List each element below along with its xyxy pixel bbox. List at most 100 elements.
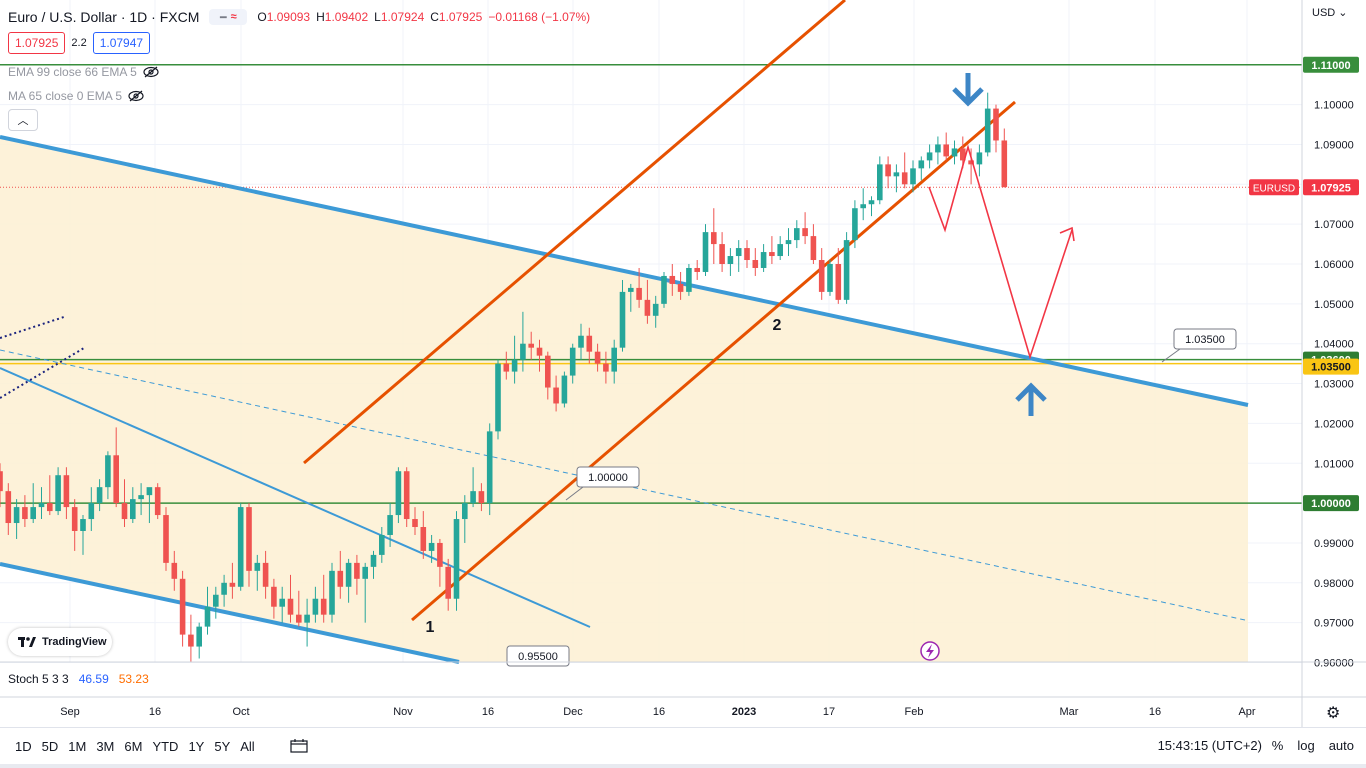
eye-hidden-icon[interactable] [143, 66, 159, 78]
spread-value: 2.2 [71, 37, 87, 49]
candle-body [80, 519, 86, 531]
range-button-1y[interactable]: 1Y [188, 738, 205, 754]
stoch-legend[interactable]: Stoch 5 3 3 46.59 53.23 [8, 672, 149, 686]
candle-body [213, 594, 219, 607]
candle [744, 240, 750, 268]
ema-indicator-row[interactable]: EMA 99 close 66 EMA 5 [8, 65, 159, 79]
stoch-d-value: 53.23 [118, 672, 149, 686]
range-button-ytd[interactable]: YTD [152, 738, 179, 754]
candle-body [835, 264, 842, 300]
time-tick-label: 16 [1149, 706, 1161, 718]
range-button-5y[interactable]: 5Y [214, 738, 231, 754]
candle [536, 339, 543, 372]
candle-body [130, 499, 136, 520]
range-button-3m[interactable]: 3M [96, 738, 115, 754]
candle [271, 578, 277, 619]
candle [22, 495, 28, 528]
date-range-icon[interactable] [290, 739, 308, 753]
candle [760, 244, 767, 272]
candle [462, 495, 468, 543]
eye-hidden-icon[interactable] [128, 90, 144, 102]
currency-selector[interactable]: USD ⌄ [1312, 7, 1348, 19]
level-axis-bg [1303, 495, 1359, 512]
candle-body [810, 236, 817, 261]
ma-indicator-row[interactable]: MA 65 close 0 EMA 5 [8, 89, 144, 103]
range-button-all[interactable]: All [240, 738, 255, 754]
candle-body [951, 148, 958, 157]
candle-body [760, 252, 767, 268]
callout-box [506, 645, 570, 667]
candle-body [802, 228, 808, 237]
candle [611, 339, 617, 384]
sell-button[interactable]: 1.07925 [8, 32, 66, 54]
clock-timezone[interactable]: 15:43:15 (UTC+2) [1157, 738, 1262, 753]
candle [976, 144, 983, 177]
candle [296, 590, 302, 627]
candle [669, 264, 676, 296]
settings-gear-icon[interactable]: ⚙ [1326, 705, 1341, 722]
candle [246, 503, 252, 587]
candle-body [304, 614, 310, 623]
candle-body [337, 570, 344, 587]
callout-pointer [1161, 348, 1181, 363]
candle-body [910, 168, 916, 185]
dotted-line [0, 347, 85, 399]
candle [794, 220, 800, 249]
candle-body [1001, 140, 1008, 188]
collapse-legend-button[interactable]: ︿ [8, 109, 38, 131]
tradingview-logo[interactable]: TradingView [8, 628, 112, 656]
candle-body [586, 335, 593, 352]
candle [677, 271, 684, 300]
candle-body [379, 534, 385, 555]
symbol-title[interactable]: Euro / U.S. Dollar · 1D · FXCM [8, 9, 200, 25]
candle [5, 483, 12, 535]
candle-body [403, 471, 410, 520]
wave-icon: ≈ [230, 11, 237, 23]
footer-strip [0, 764, 1366, 768]
candle [0, 463, 3, 508]
buy-button[interactable]: 1.07947 [92, 32, 151, 54]
candle [735, 240, 742, 272]
candle-body [296, 614, 302, 623]
hide-chart-toggle[interactable]: ━ ≈ [209, 9, 248, 25]
candle [1001, 128, 1008, 188]
candle [88, 487, 95, 531]
candle [586, 327, 593, 364]
trade-buttons: 1.07925 2.2 1.07947 [8, 32, 151, 54]
wave-label: 2 [773, 317, 782, 334]
range-button-1d[interactable]: 1D [15, 738, 32, 754]
candle-body [827, 264, 833, 292]
callout-label: 1.00000 [588, 472, 628, 484]
candle [652, 295, 659, 328]
candle [603, 351, 609, 384]
candle-body [121, 503, 128, 520]
candle [769, 236, 775, 264]
price-tick-label: 1.02000 [1314, 418, 1354, 430]
range-button-1m[interactable]: 1M [68, 738, 87, 754]
price-tick-label: 1.03000 [1314, 379, 1354, 391]
shaded-zone [0, 137, 1248, 662]
log-toggle[interactable]: log [1297, 738, 1315, 753]
candle [121, 479, 128, 528]
candle [569, 343, 576, 384]
candle [80, 515, 86, 555]
candle-body [984, 108, 991, 153]
candle [561, 371, 568, 408]
ma-label: MA 65 close 0 EMA 5 [8, 89, 123, 103]
auto-toggle[interactable]: auto [1328, 738, 1354, 753]
candle [337, 550, 344, 599]
percent-toggle[interactable]: % [1271, 738, 1284, 753]
range-button-6m[interactable]: 6M [124, 738, 143, 754]
candle-body [943, 144, 949, 157]
candle [785, 228, 792, 257]
candle-body [578, 335, 584, 348]
candle [453, 511, 460, 611]
price-tick-label: 1.10000 [1314, 100, 1354, 112]
candle [827, 260, 833, 296]
range-button-5d[interactable]: 5D [41, 738, 59, 754]
candle [943, 132, 949, 161]
candle [694, 260, 700, 280]
candle-body [520, 343, 526, 360]
price-tick-label: 0.98000 [1314, 578, 1354, 590]
